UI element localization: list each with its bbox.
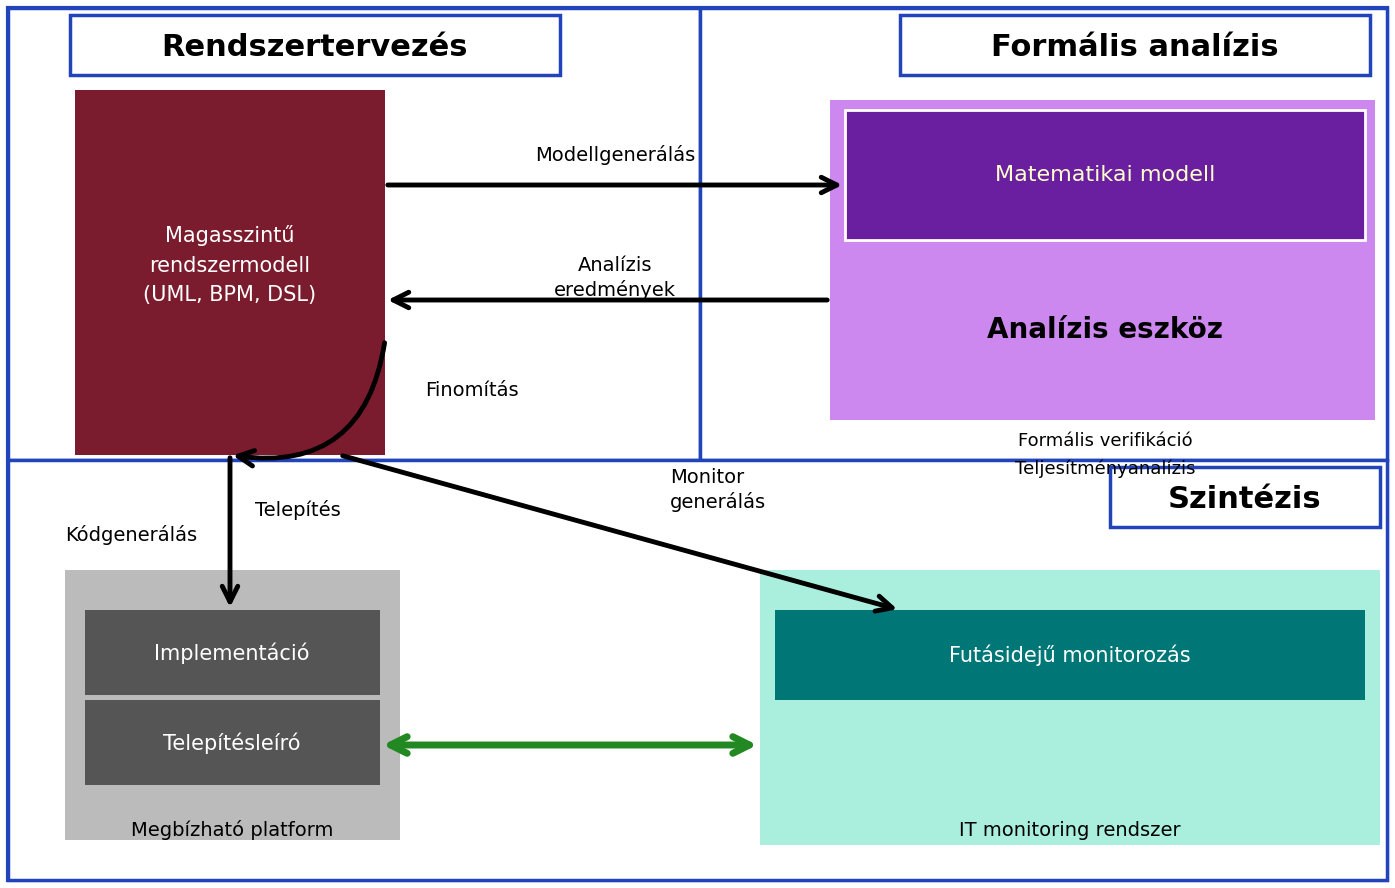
- Text: Finomítás: Finomítás: [425, 380, 519, 400]
- Text: Modellgenerálás: Modellgenerálás: [534, 145, 695, 165]
- Bar: [75, 90, 385, 455]
- Text: Rendszertervezés: Rendszertervezés: [162, 33, 469, 61]
- Text: Magasszintű
rendszermodell
(UML, BPM, DSL): Magasszintű rendszermodell (UML, BPM, DS…: [144, 225, 317, 305]
- Bar: [85, 700, 379, 785]
- Text: IT monitoring rendszer: IT monitoring rendszer: [960, 821, 1180, 839]
- Bar: [830, 100, 1375, 420]
- Text: Analízis eszköz: Analízis eszköz: [988, 316, 1223, 344]
- Bar: [760, 570, 1380, 845]
- Bar: [70, 15, 559, 75]
- Bar: [66, 570, 400, 840]
- Text: Matematikai modell: Matematikai modell: [995, 165, 1215, 185]
- Text: Futásidejű monitorozás: Futásidejű monitorozás: [949, 645, 1191, 666]
- Bar: [1110, 467, 1380, 527]
- Bar: [700, 8, 1387, 460]
- Bar: [8, 460, 1387, 880]
- Bar: [85, 610, 379, 695]
- Bar: [8, 8, 700, 460]
- Text: Formális verifikáció
Teljesítményanalízis: Formális verifikáció Teljesítményanalízi…: [1014, 432, 1196, 478]
- Text: Implementáció: Implementáció: [155, 642, 310, 663]
- Text: Szintézis: Szintézis: [1168, 485, 1322, 513]
- Bar: [845, 110, 1364, 240]
- Bar: [776, 610, 1364, 700]
- Bar: [900, 15, 1370, 75]
- Text: Analízis
eredmények: Analízis eredmények: [554, 256, 677, 300]
- Text: Telepítésleíró: Telepítésleíró: [163, 733, 301, 754]
- Text: Megbízható platform: Megbízható platform: [131, 820, 333, 840]
- Text: Kódgenerálás: Kódgenerálás: [66, 525, 197, 545]
- Text: Monitor
generálás: Monitor generálás: [670, 468, 766, 511]
- Text: Telepítés: Telepítés: [255, 500, 340, 520]
- Text: Formális analízis: Formális analízis: [992, 33, 1279, 61]
